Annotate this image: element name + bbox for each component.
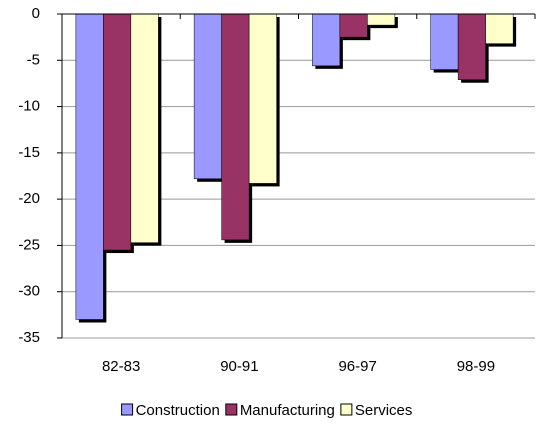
legend-label: Construction	[136, 402, 220, 419]
bar	[367, 13, 396, 26]
y-tick-label: -25	[18, 236, 40, 253]
y-tick-label: -35	[18, 329, 40, 346]
x-tick-label: 98-99	[457, 358, 495, 375]
x-tick-label: 96-97	[338, 358, 376, 375]
bar	[312, 13, 341, 67]
x-tick-label: 90-91	[220, 358, 258, 375]
legend-swatch	[225, 403, 238, 416]
bar	[485, 13, 514, 44]
legend-label: Manufacturing	[240, 402, 335, 419]
bar	[457, 13, 486, 80]
bar	[339, 13, 368, 38]
legend-swatch	[121, 403, 134, 416]
bar	[130, 13, 159, 243]
legend-label: Services	[355, 402, 413, 419]
y-tick-label: -30	[18, 283, 40, 300]
y-tick-label: -10	[18, 98, 40, 115]
y-tick-label: 0	[32, 5, 40, 22]
x-tick-label: 82-83	[102, 358, 140, 375]
bar	[248, 13, 277, 184]
legend-swatch	[340, 403, 353, 416]
y-tick-label: -15	[18, 144, 40, 161]
bar	[430, 13, 459, 70]
bar	[103, 13, 132, 251]
bar	[75, 13, 104, 320]
y-tick-label: -20	[18, 190, 40, 207]
bar	[193, 13, 222, 180]
bar	[221, 13, 250, 241]
y-tick-label: -5	[27, 51, 40, 68]
